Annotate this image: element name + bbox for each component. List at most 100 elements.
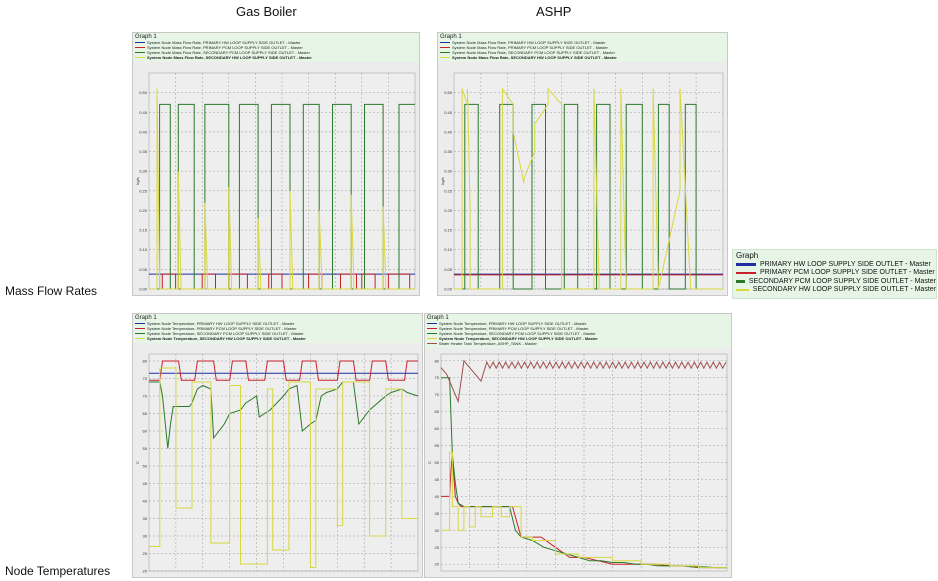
y-tick-label: 0.25 <box>444 188 453 193</box>
y-axis-label: kg/s <box>135 177 140 184</box>
panel-legend-item: System Node Mass Flow Rate, SECONDARY HW… <box>135 55 417 60</box>
panel-legend-item: System Node Mass Flow Rate, PRIMARY PCM … <box>440 45 725 50</box>
panel-legend-item: System Node Temperature, PRIMARY HW LOOP… <box>135 321 420 326</box>
y-tick-label: 35 <box>143 516 148 521</box>
plot-area-gas-boiler-temperature: 20 25 30 35 40 45 50 55 60 65 70 75 80 C <box>135 353 419 574</box>
panel-header: Graph 1 System Node Mass Flow Rate, PRIM… <box>438 33 727 62</box>
shared-legend-title: Graph <box>736 251 759 260</box>
y-tick-label: 0.10 <box>444 247 453 252</box>
y-tick-label: 35 <box>435 511 440 516</box>
panel-legend-item: System Node Mass Flow Rate, PRIMARY HW L… <box>440 40 725 45</box>
y-tick-label: 0.40 <box>444 129 453 134</box>
y-tick-label: 0.50 <box>139 90 148 95</box>
y-tick-label: 0.15 <box>444 228 453 233</box>
y-tick-label: 0.45 <box>139 110 148 115</box>
y-tick-label: 0.15 <box>139 228 148 233</box>
y-tick-label: 60 <box>143 429 148 434</box>
panel-legend-item: System Node Mass Flow Rate, SECONDARY PC… <box>135 50 417 55</box>
y-tick-label: 0.30 <box>139 169 148 174</box>
legend-swatch <box>736 288 749 291</box>
y-tick-label: 0.00 <box>444 287 453 292</box>
series-line-2 <box>441 451 727 569</box>
y-tick-label: 0.20 <box>444 208 453 213</box>
shared-legend-item: SECONDARY HW LOOP SUPPLY SIDE OUTLET - M… <box>736 286 936 295</box>
y-tick-label: 80 <box>435 358 440 363</box>
y-tick-label: 0.45 <box>444 110 453 115</box>
chart-panel-ashp-temperature: Graph 1 System Node Temperature, PRIMARY… <box>424 313 732 578</box>
y-tick-label: 60 <box>435 426 440 431</box>
y-tick-label: 30 <box>143 534 148 539</box>
column-title-ashp: ASHP <box>536 4 572 19</box>
y-tick-label: 0.20 <box>139 208 148 213</box>
y-tick-label: 80 <box>143 359 148 364</box>
y-tick-label: 30 <box>435 528 440 533</box>
chart-panel-ashp-flow: Graph 1 System Node Mass Flow Rate, PRIM… <box>437 32 728 296</box>
plot-area-gas-boiler-flow: 0.00 0.05 0.10 0.15 0.20 0.25 0.30 0.35 0.40 0.45… <box>135 72 416 292</box>
series-line-2 <box>149 103 415 290</box>
panel-legend-item: System Node Temperature, PRIMARY PCM LOO… <box>135 326 420 331</box>
legend-swatch <box>736 263 756 266</box>
shared-legend-item: PRIMARY HW LOOP SUPPLY SIDE OUTLET - Mas… <box>736 260 936 269</box>
chart-panel-gas-boiler-temperature: Graph 1 System Node Temperature, PRIMARY… <box>132 313 423 578</box>
y-tick-label: 70 <box>435 392 440 397</box>
row-label-node-temperatures: Node Temperatures <box>5 564 111 578</box>
plot-area-ashp-flow: 0.00 0.05 0.10 0.15 0.20 0.25 0.30 0.35 0.40 0.45… <box>440 72 724 292</box>
panel-legend-item: System Node Temperature, SECONDARY PCM L… <box>427 331 729 336</box>
y-tick-label: 0.05 <box>444 267 453 272</box>
y-tick-label: 0.40 <box>139 129 148 134</box>
y-tick-label: 65 <box>143 411 148 416</box>
y-axis-label: C <box>427 461 432 464</box>
y-tick-label: 0.25 <box>139 188 148 193</box>
y-tick-label: 50 <box>435 460 440 465</box>
column-title-gas-boiler: Gas Boiler <box>236 4 297 19</box>
panel-legend-item: System Node Temperature, SECONDARY HW LO… <box>135 336 420 341</box>
y-tick-label: 0.05 <box>139 267 148 272</box>
y-tick-label: 50 <box>143 464 148 469</box>
series-line-3 <box>149 367 418 568</box>
y-tick-label: 25 <box>435 545 440 550</box>
y-tick-label: 45 <box>435 477 440 482</box>
panel-legend-item: Water Heater Tank Temperature, ASHP_TANK… <box>427 341 729 346</box>
series-line-3 <box>149 88 415 290</box>
panel-title: Graph 1 <box>135 315 157 321</box>
panel-header: Graph 1 System Node Mass Flow Rate, PRIM… <box>133 33 419 62</box>
y-tick-label: 0.00 <box>139 287 148 292</box>
panel-legend-item: System Node Mass Flow Rate, PRIMARY PCM … <box>135 45 417 50</box>
y-tick-label: 0.35 <box>139 149 148 154</box>
panel-header: Graph 1 System Node Temperature, PRIMARY… <box>133 314 422 343</box>
y-axis-label: C <box>135 461 140 464</box>
panel-legend-item: System Node Temperature, PRIMARY HW LOOP… <box>427 321 729 326</box>
panel-legend-item: System Node Mass Flow Rate, SECONDARY HW… <box>440 55 725 60</box>
panel-legend-item: System Node Temperature, SECONDARY HW LO… <box>427 336 729 341</box>
shared-legend: Graph PRIMARY HW LOOP SUPPLY SIDE OUTLET… <box>732 249 937 299</box>
y-axis-label: kg/s <box>440 177 445 184</box>
y-tick-label: 0.10 <box>139 247 148 252</box>
y-tick-label: 20 <box>143 569 148 574</box>
y-tick-label: 40 <box>143 499 148 504</box>
y-tick-label: 65 <box>435 409 440 414</box>
y-tick-label: 45 <box>143 481 148 486</box>
panel-title: Graph 1 <box>427 315 449 321</box>
legend-swatch <box>736 271 756 274</box>
plot-area-ashp-temperature: 20 25 30 35 40 45 50 55 60 65 70 75 80 C <box>427 353 728 572</box>
y-tick-label: 20 <box>435 562 440 567</box>
y-tick-label: 55 <box>435 443 440 448</box>
series-line-3 <box>440 359 727 404</box>
row-label-mass-flow: Mass Flow Rates <box>5 284 98 298</box>
y-tick-label: 25 <box>143 551 148 556</box>
series-line-3 <box>454 87 723 290</box>
panel-legend-item: System Node Mass Flow Rate, PRIMARY HW L… <box>135 40 417 45</box>
panel-title: Graph 1 <box>440 34 462 40</box>
legend-swatch <box>736 280 745 283</box>
panel-legend-item: System Node Temperature, SECONDARY PCM L… <box>135 331 420 336</box>
y-tick-label: 0.35 <box>444 149 453 154</box>
y-tick-label: 40 <box>435 494 440 499</box>
y-tick-label: 0.30 <box>444 169 453 174</box>
y-tick-label: 0.50 <box>444 90 453 95</box>
shared-legend-item: PRIMARY PCM LOOP SUPPLY SIDE OUTLET - Ma… <box>736 269 936 278</box>
y-tick-label: 70 <box>143 394 148 399</box>
y-tick-label: 75 <box>143 376 148 381</box>
shared-legend-item: SECONDARY PCM LOOP SUPPLY SIDE OUTLET - … <box>736 277 936 286</box>
panel-legend-item: System Node Mass Flow Rate, SECONDARY PC… <box>440 50 725 55</box>
y-tick-label: 55 <box>143 446 148 451</box>
